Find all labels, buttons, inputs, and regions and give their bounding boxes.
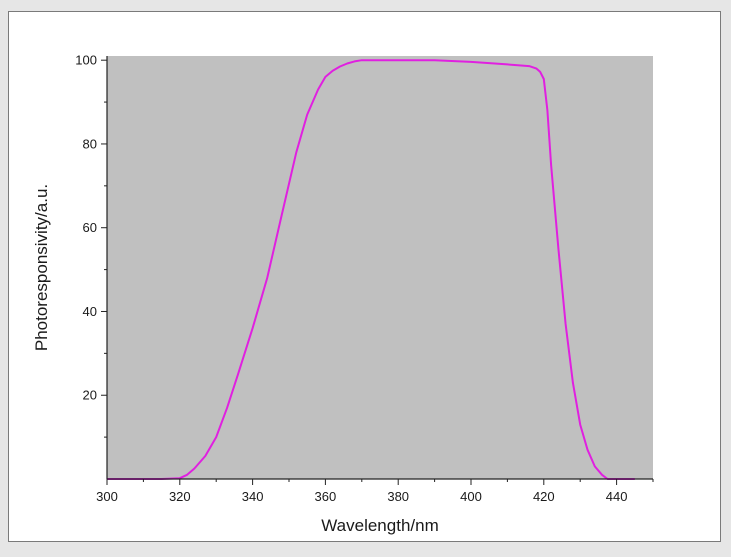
axes: 300 320 340 360 380 400 420 440 20 40 60 80 100 xyxy=(75,53,654,504)
x-tick-label: 420 xyxy=(533,489,555,504)
x-tick-label: 360 xyxy=(315,489,337,504)
x-tick-label: 320 xyxy=(169,489,191,504)
y-tick-label: 40 xyxy=(83,304,97,319)
y-tick-label: 20 xyxy=(83,388,97,403)
y-tick-label: 100 xyxy=(75,53,97,68)
x-tick-label: 300 xyxy=(96,489,118,504)
series-line xyxy=(107,59,635,480)
x-axis-title: Wavelength/nm xyxy=(321,516,438,535)
x-tick-label: 380 xyxy=(387,489,409,504)
y-tick-label: 60 xyxy=(83,220,97,235)
x-tick-label: 440 xyxy=(606,489,628,504)
y-axis-title: Photoresponsivity/a.u. xyxy=(32,184,51,351)
x-tick-label: 340 xyxy=(242,489,264,504)
plot-area xyxy=(107,56,653,479)
x-tick-label: 400 xyxy=(460,489,482,504)
y-tick-label: 80 xyxy=(83,136,97,151)
